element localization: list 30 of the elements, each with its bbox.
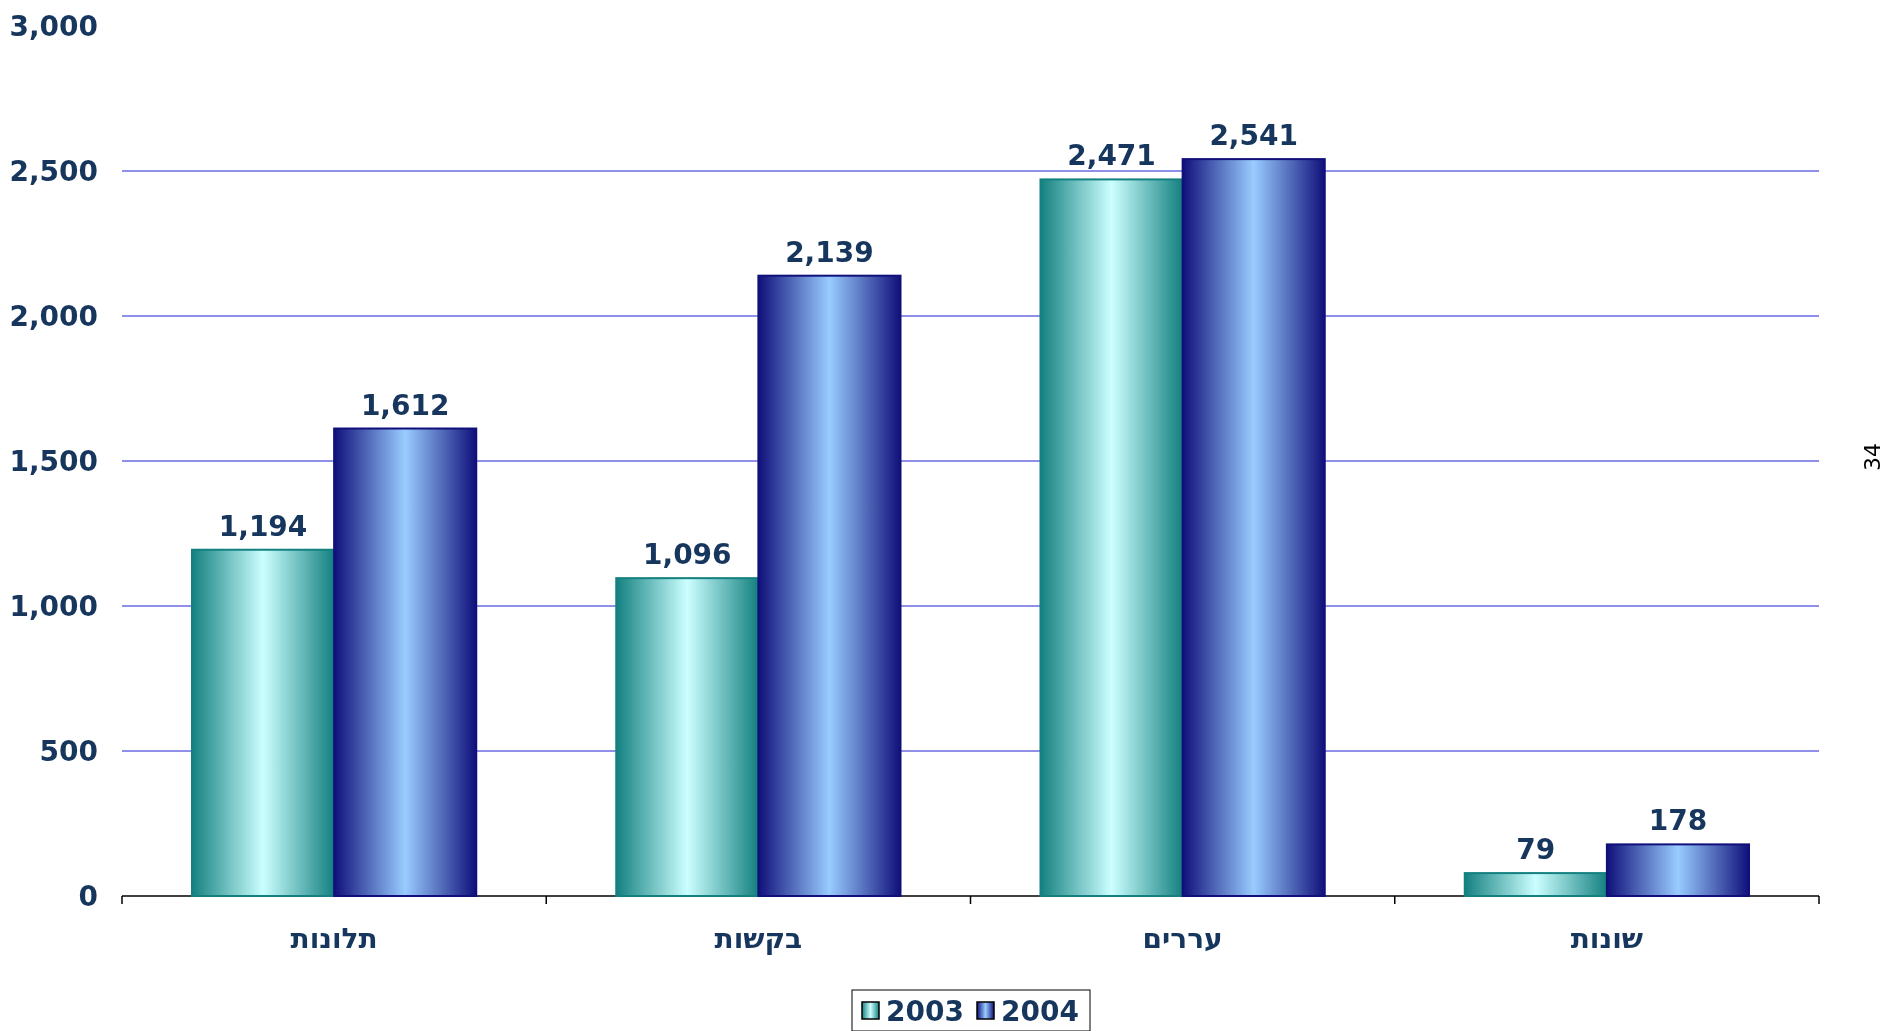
bar — [191, 548, 336, 897]
data-label: 1,096 — [643, 538, 732, 572]
data-label: 1,194 — [218, 509, 308, 543]
data-label: 1,612 — [360, 388, 450, 422]
text: 34 — [1860, 443, 1885, 471]
data-label: 2,471 — [1067, 139, 1156, 173]
legend-label: 2004 — [1001, 995, 1079, 1028]
legend-label: 2003 — [886, 995, 964, 1028]
y-tick-label: 0 — [78, 880, 98, 913]
data-label: 79 — [1516, 833, 1556, 867]
y-tick-label: 500 — [39, 735, 98, 768]
y-tick-label: 2,000 — [9, 300, 98, 333]
bar — [757, 274, 902, 897]
bar — [615, 577, 760, 897]
data-label: 2,139 — [785, 235, 874, 269]
data-label: 178 — [1648, 804, 1708, 838]
y-tick-label: 2,500 — [9, 155, 98, 188]
x-tick-label: בקשות — [714, 922, 803, 955]
y-tick-label: 3,000 — [9, 10, 98, 43]
x-tick-label: תלונות — [290, 922, 378, 955]
bar — [1463, 872, 1608, 897]
bar — [1039, 178, 1184, 897]
bar — [333, 427, 478, 897]
bar — [1605, 843, 1750, 897]
x-tick-label: עררים — [1142, 922, 1223, 955]
bar — [1181, 158, 1326, 897]
x-tick-label: שונות — [1570, 922, 1644, 955]
data-label: 2,541 — [1209, 119, 1298, 153]
y-tick-label: 1,500 — [9, 445, 98, 478]
y-tick-label: 1,000 — [9, 590, 98, 623]
